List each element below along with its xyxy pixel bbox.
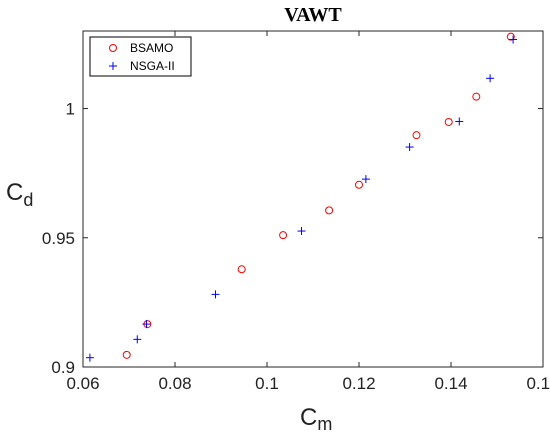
data-point-nsga-ii <box>142 320 151 329</box>
data-point-bsamo <box>237 265 246 274</box>
series-layer <box>85 32 518 362</box>
legend-circle-marker <box>109 44 117 52</box>
chart-title: VAWT <box>284 4 342 26</box>
data-point-bsamo <box>506 32 515 41</box>
data-point-bsamo <box>279 231 288 240</box>
y-axis-label: Cd <box>6 179 33 210</box>
x-tick-label: 0.06 <box>66 374 99 393</box>
legend-box <box>89 36 192 77</box>
x-tick-label: 0.12 <box>342 374 375 393</box>
y-tick-label: 1 <box>66 100 75 119</box>
data-point-nsga-ii <box>455 117 464 126</box>
data-point-bsamo <box>472 92 481 101</box>
x-tick-label: 0.1 <box>255 374 279 393</box>
legend: BSAMO NSGA-II <box>89 36 192 77</box>
x-axis-label: Cm <box>300 404 332 434</box>
data-point-nsga-ii <box>486 74 495 83</box>
legend-label-bsamo: BSAMO <box>130 41 173 55</box>
plot-area <box>82 30 544 368</box>
y-axis-label-sub: d <box>23 190 33 210</box>
x-axis-label-sub: m <box>317 414 332 434</box>
x-axis-label-main: C <box>300 404 317 431</box>
legend-label-nsga: NSGA-II <box>130 59 175 73</box>
data-point-nsga-ii <box>297 227 306 236</box>
data-point-nsga-ii <box>361 175 370 184</box>
x-axis-ticks: 0.06 0.08 0.1 0.12 0.14 0.16 <box>66 31 550 393</box>
data-point-bsamo <box>355 180 363 189</box>
data-point-nsga-ii <box>509 35 518 44</box>
y-axis-ticks: 0.9 0.95 1 <box>42 100 543 377</box>
data-point-nsga-ii <box>405 143 414 152</box>
y-axis-label-main: C <box>6 179 23 206</box>
data-point-bsamo <box>122 350 131 359</box>
y-tick-label: 0.9 <box>51 358 75 377</box>
data-point-nsga-ii <box>85 353 94 362</box>
data-point-nsga-ii <box>211 290 220 299</box>
data-point-bsamo <box>444 117 453 126</box>
x-tick-label: 0.08 <box>158 374 191 393</box>
data-point-bsamo <box>412 131 421 140</box>
x-tick-label: 0.14 <box>434 374 467 393</box>
y-tick-label: 0.95 <box>42 229 75 248</box>
x-tick-label: 0.16 <box>526 374 550 393</box>
legend-plus-marker <box>109 62 117 70</box>
data-point-nsga-ii <box>133 335 142 344</box>
data-point-bsamo <box>325 206 334 215</box>
